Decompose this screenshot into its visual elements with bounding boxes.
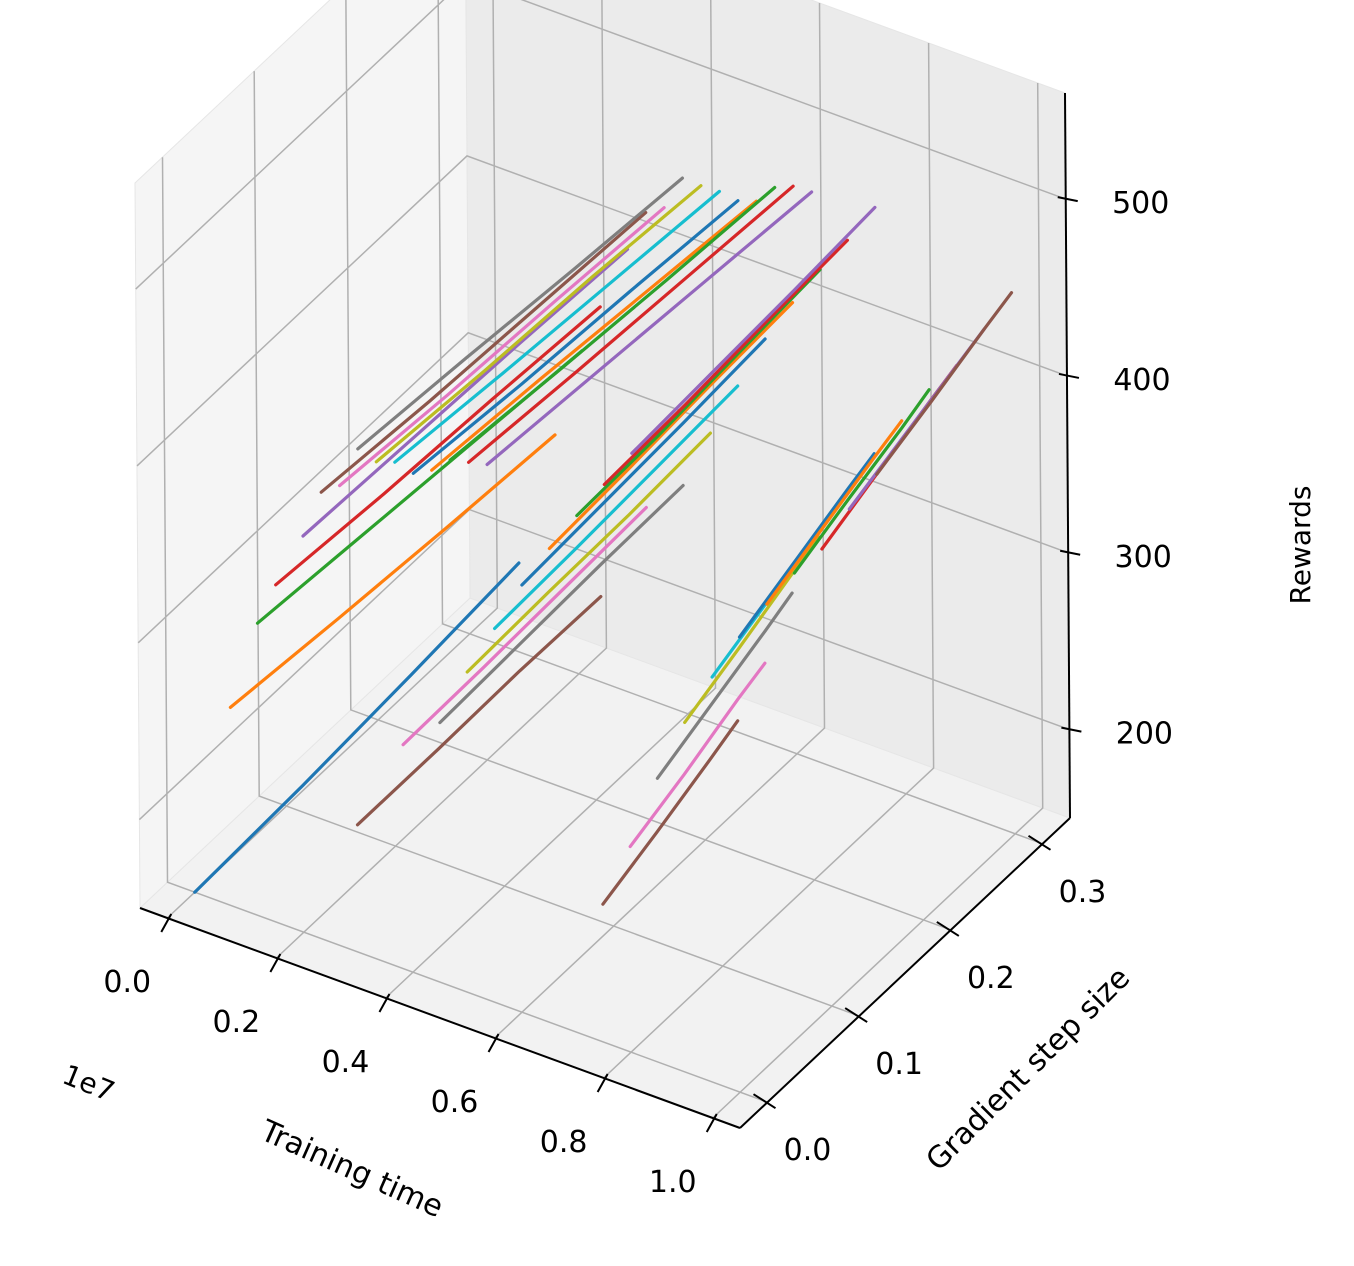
y-tick-label: 0.3 [1059, 875, 1107, 910]
series-line [355, 594, 603, 827]
side-pane [134, 0, 471, 910]
data-series [193, 176, 1014, 906]
y-axis-line [739, 817, 1071, 1129]
z-tick [1061, 726, 1082, 733]
z-axis-line [1064, 92, 1071, 819]
series-line [602, 238, 850, 487]
y-tick-label: 0.2 [967, 961, 1015, 996]
series-line [792, 388, 931, 575]
axis-ticks: 0.0 0.2 0.4 0.6 0.8 1.0 0.0 0.1 0.2 0.3 200 300 400 5… [103, 186, 1173, 1200]
series-line [601, 719, 740, 906]
series-line [575, 268, 822, 518]
series-line [630, 205, 877, 455]
z-axis-label: Rewards [1284, 486, 1317, 605]
x-tick-label: 0.0 [103, 965, 151, 1000]
series-line [520, 337, 767, 587]
z-tick [1058, 372, 1080, 379]
series-line [485, 190, 814, 467]
x-gridline [275, 0, 608, 959]
series-line [411, 199, 740, 475]
z-tick [1057, 196, 1078, 203]
series-line [628, 661, 767, 849]
x-tick [705, 1113, 718, 1133]
x-axis-label: Training time [254, 1113, 448, 1225]
x-gridline [384, 0, 717, 999]
series-line [737, 452, 876, 639]
x-tick-label: 1.0 [649, 1165, 697, 1200]
axis-lines [139, 92, 1071, 1129]
y-tick-label: 0.0 [784, 1133, 832, 1168]
x-axis-line [139, 907, 741, 1129]
x-tick [269, 953, 282, 973]
x-tick-label: 0.6 [431, 1085, 479, 1120]
y-tick [936, 921, 960, 937]
y-tick [752, 1093, 777, 1110]
series-line [430, 199, 758, 472]
z-gridline [137, 331, 1069, 644]
x-tick [160, 913, 173, 933]
series-line [467, 184, 795, 464]
z-tick-label: 400 [1113, 363, 1170, 398]
series-line [875, 291, 1014, 476]
series-line [493, 384, 740, 631]
axes-grid [135, 0, 1070, 1119]
z-tick [1059, 549, 1081, 556]
series-line [438, 483, 685, 725]
series-line [765, 419, 904, 606]
x-gridline [166, 0, 499, 919]
series-line [338, 206, 666, 488]
series-line [319, 211, 648, 494]
x-tick-label: 0.8 [540, 1125, 588, 1160]
y-gridline [253, 71, 860, 1017]
z-tick-label: 300 [1115, 540, 1172, 575]
y-tick [1027, 834, 1052, 851]
series-line [228, 433, 557, 710]
axes-panes [134, 0, 1071, 1129]
z-tick-label: 200 [1116, 717, 1173, 752]
series-line [274, 305, 602, 587]
z-gridline [135, 0, 1066, 290]
series-line [465, 431, 713, 674]
series-line [448, 185, 777, 462]
x-tick-label: 0.2 [213, 1005, 261, 1040]
series-line [401, 505, 648, 747]
series-line [356, 176, 685, 451]
x-tick [596, 1073, 609, 1093]
series-line [547, 301, 795, 551]
series-line [301, 247, 630, 538]
x-gridline [493, 2, 826, 1039]
z-tick-label: 500 [1112, 186, 1169, 221]
y-gridline [161, 157, 768, 1103]
series-line [374, 184, 703, 464]
y-gridline [345, 0, 952, 931]
y-gridline [437, 0, 1043, 845]
y-tick-label: 0.1 [875, 1047, 923, 1082]
x-tick [487, 1033, 500, 1053]
x-gridline [603, 42, 935, 1079]
series-line [393, 189, 722, 464]
y-tick [844, 1007, 868, 1023]
x-axis-offset-label: 1e7 [58, 1058, 119, 1108]
series-line [193, 561, 521, 894]
z-gridline [136, 155, 1068, 467]
series-line [655, 591, 794, 780]
x-tick-label: 0.4 [322, 1045, 370, 1080]
y-axis-label: Gradient step size [919, 960, 1137, 1178]
x-gridline [712, 82, 1044, 1119]
x-tick [378, 993, 391, 1013]
